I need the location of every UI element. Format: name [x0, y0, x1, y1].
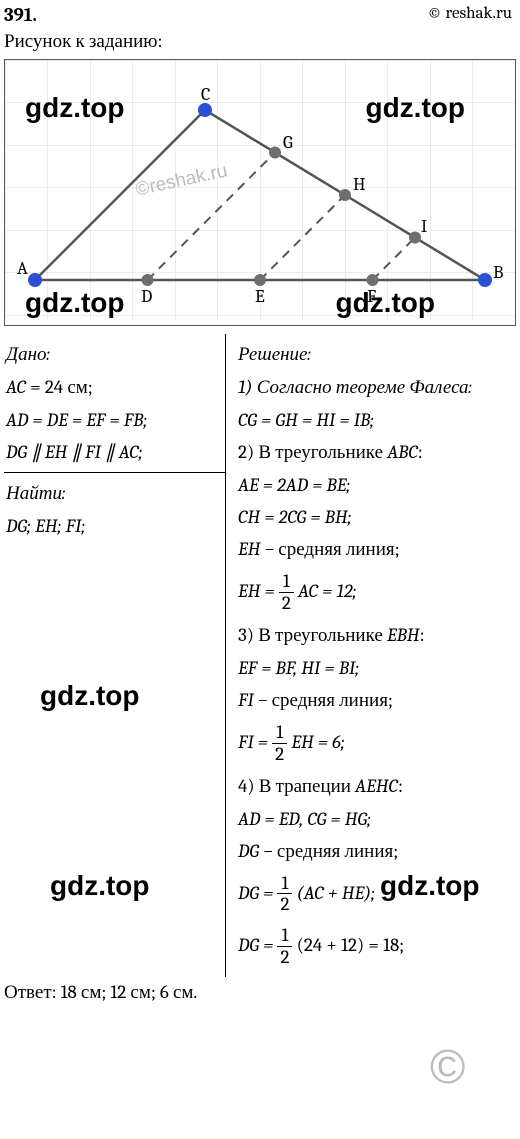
label-h: H	[353, 174, 366, 195]
given-line: AC	[6, 376, 26, 398]
solution-line: 1) Согласно теореме Фалеса:	[238, 371, 514, 404]
problem-number: 391.	[4, 4, 37, 26]
figure-label: Рисунок к заданию:	[0, 28, 520, 59]
copyright: © reshak.ru	[427, 4, 512, 26]
solution-column: Решение: 1) Согласно теореме Фалеса: CG …	[226, 334, 516, 977]
solution-line: AE = 2AD = BE;	[238, 469, 514, 501]
label-f: F	[367, 286, 376, 307]
solution-line: CH = 2CG = BH;	[238, 501, 514, 533]
label-i: I	[421, 216, 427, 237]
given-column: Дано: AC = 24 см; AD = DE = EF = FB; DG …	[4, 334, 226, 977]
label-g: G	[283, 132, 293, 153]
solution-line: CG = GH = HI = IB;	[238, 404, 514, 436]
label-d: D	[141, 286, 152, 307]
geometry-figure: A B C D E F G H I gdz.top gdz.top gdz.to…	[4, 59, 516, 326]
label-c: C	[201, 84, 210, 105]
label-e: E	[255, 286, 265, 307]
label-b: B	[493, 262, 503, 283]
given-line: DG ∥ EH ∥ FI ∥ AC;	[6, 436, 223, 468]
solution-line: EF = BF, HI = BI;	[238, 652, 514, 684]
solution-line: AD = ED, CG = HG;	[238, 803, 514, 835]
find-line: DG; EH; FI;	[6, 510, 223, 542]
label-a: A	[17, 258, 28, 279]
find-title: Найти:	[6, 477, 223, 510]
answer: Ответ: 18 см; 12 см; 6 см.	[0, 977, 520, 1004]
given-title: Дано:	[6, 338, 223, 371]
solution-title: Решение:	[238, 338, 514, 371]
given-line: AD = DE = EF = FB;	[6, 404, 223, 436]
watermark-reshak: ©	[430, 1040, 465, 1095]
